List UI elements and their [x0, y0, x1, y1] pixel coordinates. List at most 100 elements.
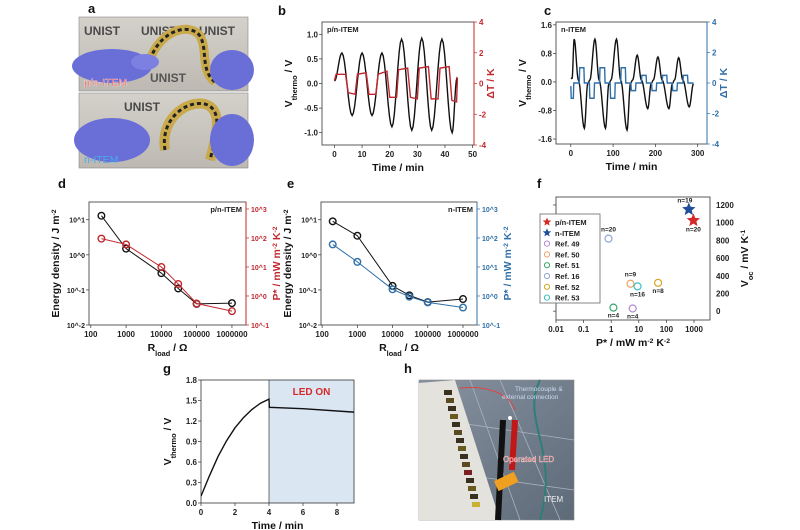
data-point: [192, 299, 201, 308]
y2-tick-label: 10^2: [251, 235, 267, 243]
label-part: -2: [503, 226, 510, 232]
y-tick-label: 10^1: [69, 217, 85, 225]
sample-count-label: n=4: [627, 313, 639, 320]
x-tick-label: 10: [358, 150, 367, 159]
label-part: thermo: [524, 74, 533, 99]
y-axis-title: Vthermo / V: [162, 418, 178, 466]
label-part: V: [739, 280, 751, 287]
x-tick-label: 1000000: [216, 330, 248, 339]
y-tick-label: 600: [716, 254, 730, 263]
panel-annotation: p/n-ITEM: [210, 205, 242, 214]
y2-axis-title: P* / mW m-2 K-2: [502, 226, 514, 300]
x-tick-label: 2: [233, 508, 238, 517]
y-tick-label: 10^1: [301, 217, 317, 225]
thermoelectric-cells: [444, 390, 480, 507]
y-tick-label: 200: [716, 289, 730, 298]
x-tick-label: 0: [569, 149, 574, 158]
data-point-circle: [633, 282, 642, 291]
label-part: K: [271, 232, 283, 243]
label-part: thermo: [169, 433, 178, 458]
label-part: K: [502, 232, 514, 243]
chart-b: 0 10 20 30 40 50 -1.0 -0.5 0.0 0.5 1.0 -4 -2 0 2 4 Time …: [283, 18, 497, 174]
label-part: K: [653, 337, 664, 349]
label-part: P* / mW m: [271, 249, 283, 300]
y-tick-label: -1.0: [304, 129, 318, 138]
panel-letter-h: h: [404, 361, 412, 376]
y-tick-label: 400: [716, 272, 730, 281]
label-part: -2: [272, 243, 279, 249]
y-tick-label: 10^-2: [67, 322, 85, 330]
y2-tick-label: 10^-1: [251, 322, 269, 330]
x-tick-label: 10000: [381, 330, 404, 339]
panel-annotation: p/n-ITEM: [327, 25, 359, 34]
label-part: -2: [272, 226, 279, 232]
data-point: [227, 307, 236, 316]
x-tick-label: 100: [315, 330, 329, 339]
data-point-star: [682, 202, 696, 216]
y-tick-label: 0.0: [307, 80, 319, 89]
panel-letter-c: c: [544, 3, 551, 18]
y-tick-label: 10^-1: [67, 287, 85, 295]
y-tick-label: 0.6: [186, 458, 198, 467]
data-point: [174, 279, 183, 288]
charts: 0 10 20 30 40 50-1.0-0.50.00.51.0-4-2024Time …: [50, 18, 755, 530]
y-axis-title: Vthermo / V: [517, 59, 533, 107]
data-point: [458, 295, 467, 304]
x-tick-label: 0.01: [548, 325, 564, 334]
y-tick-label: 10^-2: [299, 322, 317, 330]
x-tick-label: 50: [468, 150, 477, 159]
data-point: [97, 211, 106, 220]
panel-annotation: n-ITEM: [448, 205, 473, 214]
label-part: / Ω: [170, 342, 187, 354]
y2-axis-title: ΔT / K: [485, 68, 497, 99]
legend-circle-icon: [543, 251, 551, 258]
label-part: R: [148, 342, 156, 354]
legend-circle-icon: [543, 262, 551, 269]
item-label: ITEM: [544, 495, 563, 504]
y-axis-title: Energy density / J m-2: [50, 209, 62, 317]
x-tick-label: 0.1: [578, 325, 590, 334]
y2-tick-label: -4: [712, 140, 720, 149]
label-part: Energy density / J m: [282, 215, 294, 317]
y-tick-label: 1200: [716, 201, 734, 210]
data-point: [174, 284, 183, 293]
label-part: ΔT / K: [718, 67, 730, 98]
y-axis-title: Vthermo / V: [283, 60, 299, 108]
series-line-1: [101, 238, 233, 312]
chart-d: 100 1000 10000 100000 1000000 10^-2 10^-1 10^0 1…: [50, 201, 283, 358]
x-tick-label: 100: [660, 325, 674, 334]
photo-pn-item: UNIST UNIST UNIST UNIST p/n-ITEM: [72, 16, 254, 92]
legend-circle-icon: [543, 272, 551, 280]
label-part: load: [155, 349, 170, 358]
data-point: [227, 299, 236, 308]
legend-box: [539, 213, 601, 304]
y2-axis-title: ΔT / K: [718, 67, 730, 98]
legend-label: p/n-ITEM: [555, 218, 587, 227]
label-part: / V: [162, 418, 174, 434]
x-axis-title: Time / min: [372, 162, 424, 174]
legend-circle-icon: [543, 294, 551, 301]
x-axis-title: Rload / Ω: [379, 342, 419, 358]
label-part: Time / min: [372, 162, 424, 174]
legend-label: Ref. 50: [555, 250, 580, 259]
y-tick-label: 0.0: [186, 499, 198, 508]
data-point-circle: [653, 278, 663, 287]
y-tick-label: 1000: [716, 219, 734, 228]
panel-letter-a: a: [88, 1, 96, 16]
panel-letter-f: f: [537, 176, 542, 191]
label-part: -2: [664, 338, 670, 345]
x-tick-label: 1000: [685, 325, 703, 334]
y2-tick-label: 10^3: [482, 206, 498, 214]
external-connection-label: external connection: [502, 394, 559, 401]
y-tick-label: 1.2: [186, 417, 198, 426]
label-part: ΔT / K: [485, 68, 497, 99]
label-part: Energy density / J m: [50, 215, 62, 317]
series-line-0: [332, 220, 464, 303]
panel-letter-b: b: [278, 3, 286, 18]
y-axis-title: Energy density / J m-2: [282, 209, 294, 317]
y2-tick-label: 2: [479, 49, 484, 58]
label-part: -1: [740, 230, 747, 236]
label-part: oc: [746, 272, 755, 281]
y-tick-label: -1.6: [538, 135, 552, 144]
x-tick-label: 30: [413, 150, 422, 159]
